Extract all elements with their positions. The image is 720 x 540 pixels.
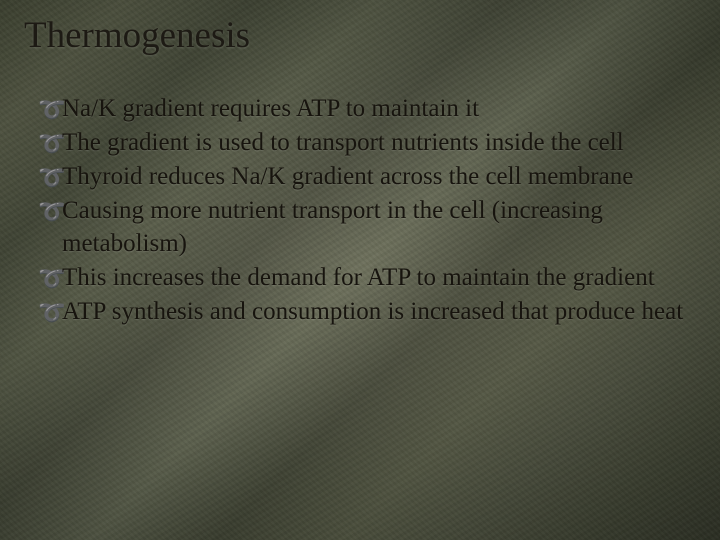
slide: Thermogenesis ➰ Na/K gradient requires A…: [0, 0, 720, 540]
bullet-icon: ➰: [38, 163, 60, 192]
bullet-list: ➰ Na/K gradient requires ATP to maintain…: [38, 92, 690, 329]
bullet-text: ATP synthesis and consumption is increas…: [62, 295, 690, 328]
list-item: ➰ This increases the demand for ATP to m…: [38, 261, 690, 294]
bullet-icon: ➰: [38, 129, 60, 158]
list-item: ➰ Causing more nutrient transport in the…: [38, 194, 690, 260]
bullet-text: Causing more nutrient transport in the c…: [62, 194, 690, 260]
bullet-icon: ➰: [38, 264, 60, 293]
bullet-icon: ➰: [38, 197, 60, 226]
list-item: ➰ The gradient is used to transport nutr…: [38, 126, 690, 159]
bullet-text: This increases the demand for ATP to mai…: [62, 261, 690, 294]
list-item: ➰ ATP synthesis and consumption is incre…: [38, 295, 690, 328]
list-item: ➰ Na/K gradient requires ATP to maintain…: [38, 92, 690, 125]
bullet-text: Thyroid reduces Na/K gradient across the…: [62, 160, 690, 193]
slide-title: Thermogenesis: [24, 14, 250, 57]
bullet-text: The gradient is used to transport nutrie…: [62, 126, 690, 159]
bullet-icon: ➰: [38, 95, 60, 124]
bullet-icon: ➰: [38, 298, 60, 327]
list-item: ➰ Thyroid reduces Na/K gradient across t…: [38, 160, 690, 193]
bullet-text: Na/K gradient requires ATP to maintain i…: [62, 92, 690, 125]
